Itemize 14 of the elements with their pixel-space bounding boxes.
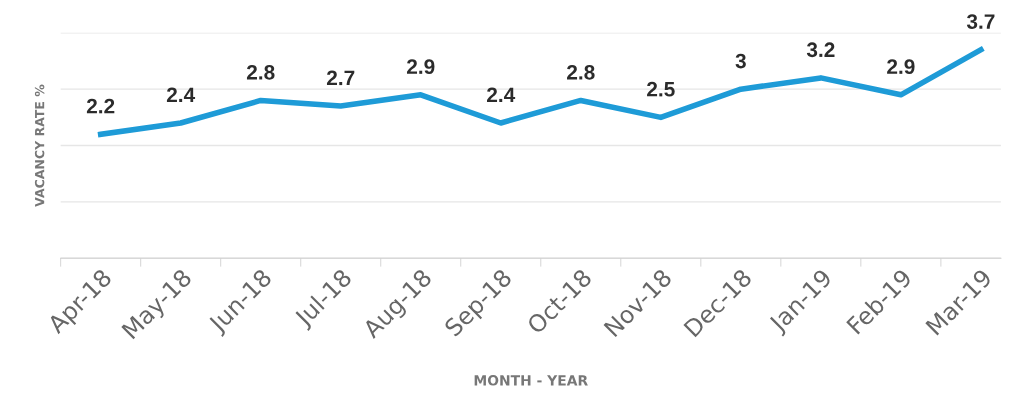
- data-label: 2.9: [406, 59, 435, 75]
- x-axis-title: MONTH - YEAR: [474, 375, 588, 386]
- data-label: 2.4: [166, 87, 196, 103]
- y-axis-title: VACANCY RATE %: [34, 84, 45, 207]
- data-label: 2.9: [887, 59, 915, 75]
- data-label: 3.7: [966, 14, 995, 29]
- data-label: 3: [735, 53, 746, 69]
- data-label: 3.2: [806, 42, 835, 58]
- data-label: 2.7: [326, 70, 355, 86]
- data-label: 2.2: [86, 98, 115, 114]
- data-label: 2.5: [647, 81, 675, 97]
- data-label: 2.8: [567, 64, 595, 80]
- data-label: 2.8: [246, 64, 275, 80]
- data-label: 2.4: [487, 87, 516, 103]
